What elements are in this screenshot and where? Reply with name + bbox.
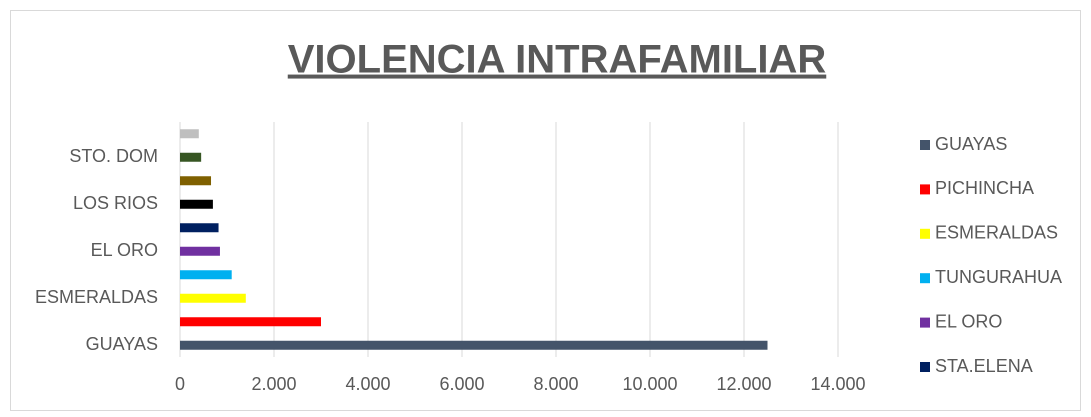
x-tick-label: 0 (175, 374, 185, 394)
legend-swatch (920, 228, 930, 239)
bar (180, 199, 213, 209)
x-tick-label: 6.000 (439, 374, 484, 394)
legend-swatch (920, 273, 930, 284)
legend-label: PICHINCHA (935, 178, 1034, 198)
bar (180, 129, 199, 139)
bar (180, 246, 220, 256)
legend-swatch (920, 362, 930, 372)
bar (180, 176, 212, 186)
x-tick-label: 14.000 (810, 374, 865, 394)
y-tick-label: GUAYAS (86, 334, 158, 354)
x-tick-label: 12.000 (716, 374, 771, 394)
legend-swatch (920, 317, 930, 328)
y-tick-label: STO. DOM (69, 146, 158, 166)
bar (180, 270, 232, 280)
legend-label: EL ORO (935, 311, 1002, 331)
x-tick-label: 2.000 (251, 374, 296, 394)
legend-label: GUAYAS (935, 134, 1007, 154)
chart-title: VIOLENCIA INTRAFAMILIAR (288, 38, 827, 82)
bar (180, 152, 202, 162)
x-tick-label: 10.000 (622, 374, 677, 394)
y-tick-label: EL ORO (91, 240, 158, 260)
legend-label: STA.ELENA (935, 356, 1033, 376)
legend-label: ESMERALDAS (935, 223, 1058, 243)
legend-label: TUNGURAHUA (935, 267, 1062, 287)
legend-swatch (920, 184, 930, 195)
legend-swatch (920, 140, 930, 150)
x-tick-label: 8.000 (533, 374, 578, 394)
x-tick-label: 4.000 (345, 374, 390, 394)
y-tick-label: ESMERALDAS (35, 287, 158, 307)
y-tick-label: LOS RIOS (73, 193, 158, 213)
bar (180, 293, 246, 303)
bar (180, 340, 768, 350)
bar (180, 223, 219, 233)
bar (180, 317, 321, 327)
